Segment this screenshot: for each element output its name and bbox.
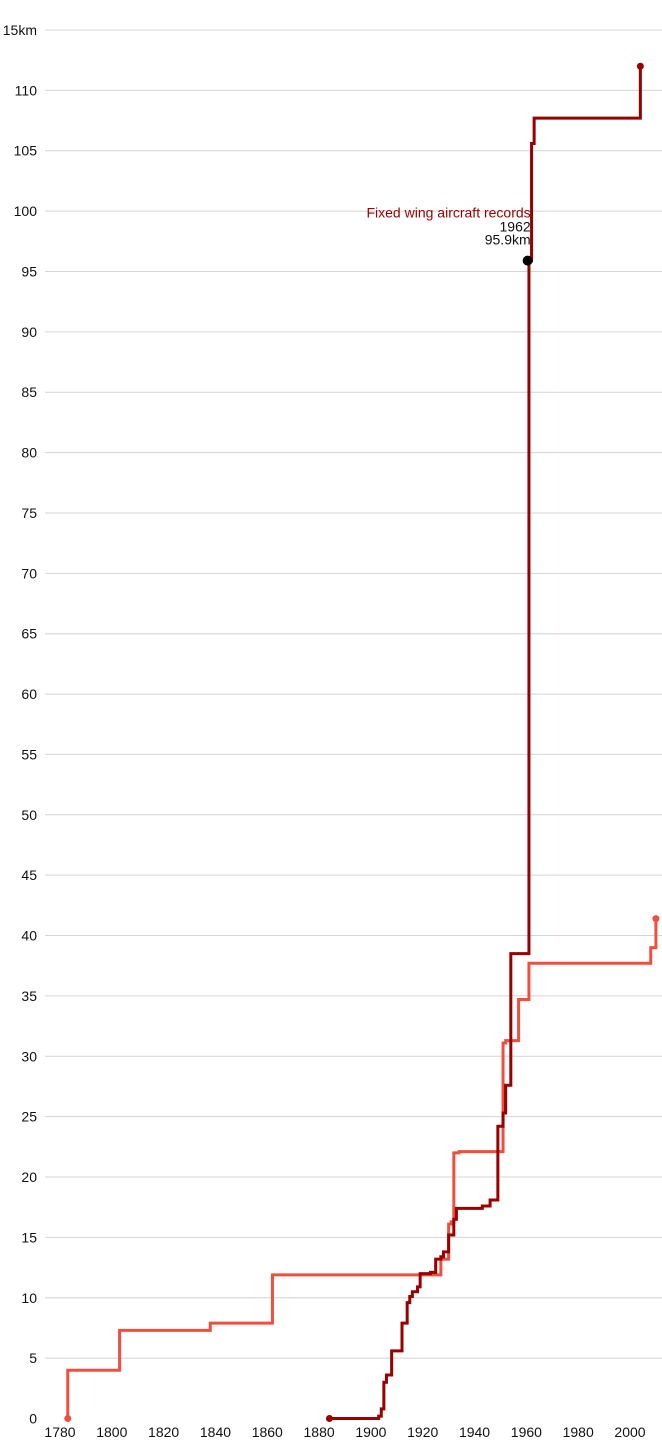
y-tick-label: 5 — [29, 1350, 37, 1366]
annotation: Fixed wing aircraft records 1962 95.9km — [366, 205, 533, 266]
gridlines — [45, 29, 662, 1359]
y-tick-label: 0 — [29, 1411, 37, 1427]
y-tick-label: 10 — [21, 1290, 37, 1306]
y-tick-label: 45 — [21, 867, 37, 883]
y-tick-label: 95 — [21, 263, 37, 279]
y-tick-label: 40 — [21, 928, 37, 944]
x-axis: 1780 1800 1820 1840 1860 1880 1900 1920 1940 1960… — [44, 1424, 645, 1440]
series-start-point — [325, 1415, 333, 1422]
annotation-year: 1962 — [500, 219, 531, 235]
x-tick-label: 1880 — [304, 1424, 335, 1440]
series-line-1 — [329, 66, 642, 1420]
x-tick-label: 1840 — [200, 1424, 231, 1440]
x-tick-label: 2000 — [614, 1424, 645, 1440]
y-tick-label: 75 — [21, 505, 37, 521]
y-tick-label: 80 — [21, 445, 37, 461]
series-markers — [64, 62, 660, 1422]
y-tick-label: 85 — [21, 384, 37, 400]
y-tick-label: 105 — [14, 143, 38, 159]
y-tick-label: 15km — [3, 22, 37, 38]
x-tick-label: 1940 — [459, 1424, 490, 1440]
y-tick-label: 15 — [21, 1229, 37, 1245]
series-lines — [66, 66, 658, 1420]
series-end-point — [636, 62, 644, 70]
y-tick-label: 60 — [21, 686, 37, 702]
annotation-value: 95.9km — [485, 232, 531, 248]
annotation-marker — [522, 255, 533, 266]
y-tick-label: 55 — [21, 746, 37, 762]
x-tick-label: 1860 — [252, 1424, 283, 1440]
x-tick-label: 1780 — [44, 1424, 75, 1440]
x-tick-label: 1960 — [511, 1424, 542, 1440]
y-tick-label: 25 — [21, 1109, 37, 1125]
x-tick-label: 1920 — [407, 1424, 438, 1440]
series-line-0 — [66, 918, 658, 1419]
y-tick-label: 110 — [15, 82, 38, 98]
y-tick-label: 35 — [21, 988, 37, 1004]
y-tick-label: 30 — [21, 1048, 37, 1064]
x-tick-label: 1980 — [563, 1424, 594, 1440]
y-tick-label: 20 — [21, 1169, 37, 1185]
y-tick-label: 90 — [21, 324, 37, 340]
x-tick-label: 1820 — [148, 1424, 179, 1440]
y-tick-label: 50 — [21, 807, 37, 823]
series-start-point — [64, 1415, 72, 1422]
x-tick-label: 1900 — [355, 1424, 386, 1440]
y-tick-label: 65 — [21, 626, 37, 642]
series-end-point — [652, 915, 660, 923]
y-axis: 0 5 10 15 20 25 30 35 40 45 50 55 60 65 70 75 80 85 90 95 10… — [3, 22, 37, 1427]
annotation-label: Fixed wing aircraft records — [366, 205, 530, 221]
y-tick-label: 70 — [21, 565, 37, 581]
x-tick-label: 1800 — [96, 1424, 127, 1440]
y-tick-label: 100 — [14, 203, 38, 219]
